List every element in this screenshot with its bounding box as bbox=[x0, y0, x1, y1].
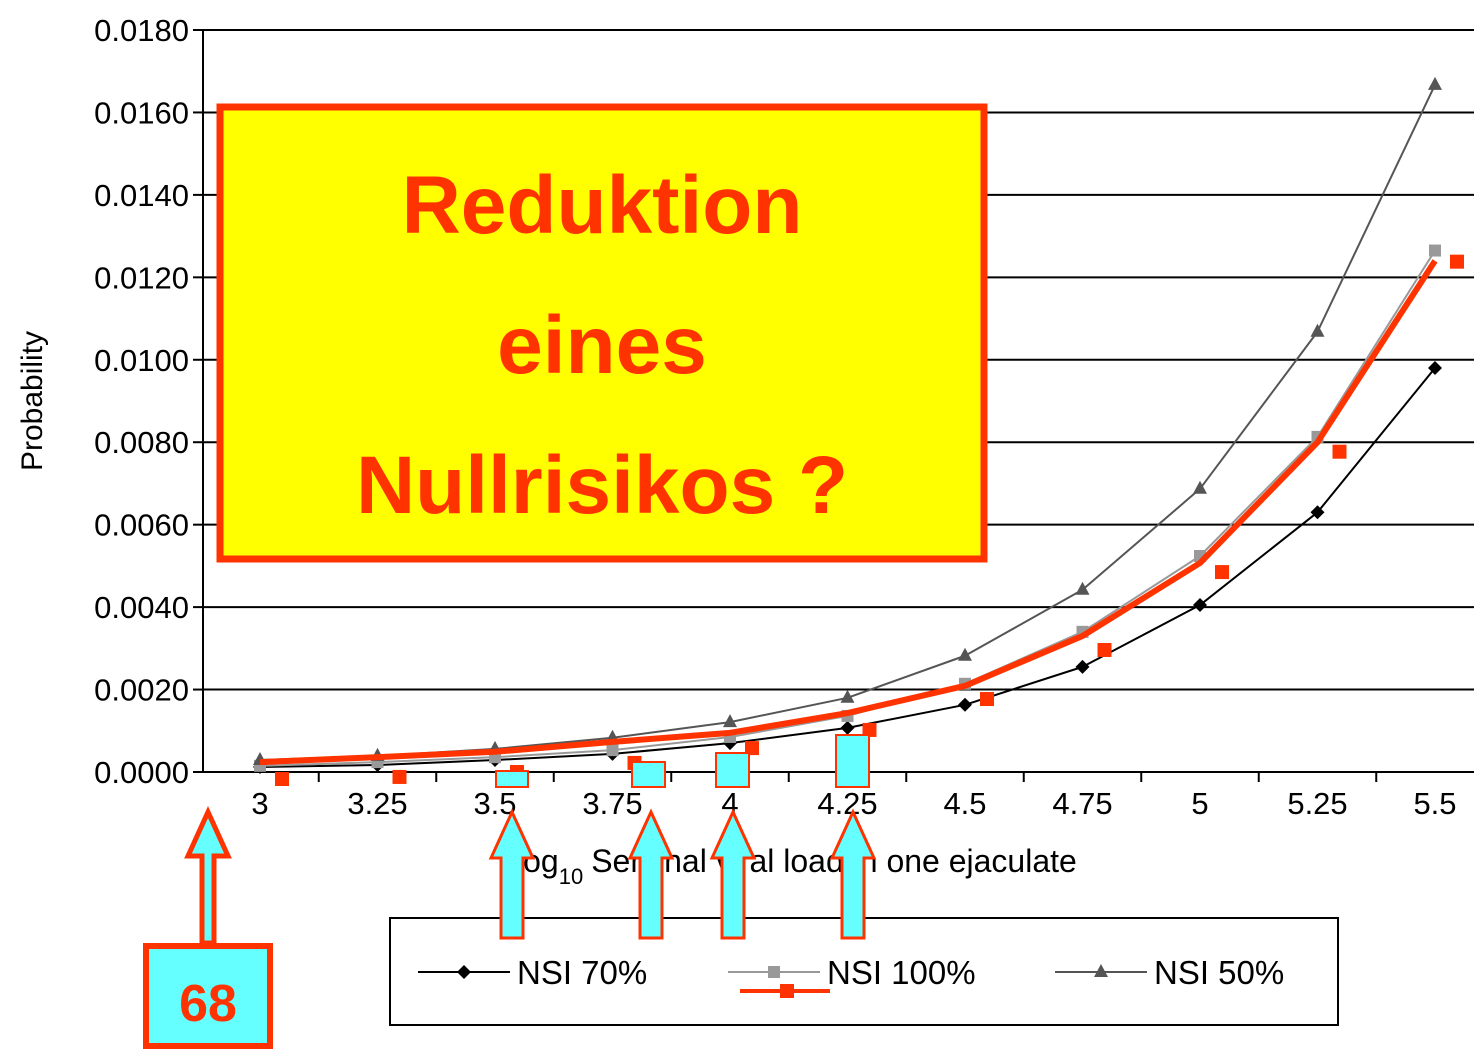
point bbox=[1193, 480, 1207, 494]
point bbox=[745, 741, 759, 756]
point bbox=[840, 720, 855, 735]
point bbox=[606, 744, 619, 757]
legend-marker bbox=[768, 966, 780, 978]
legend-marker bbox=[1094, 964, 1108, 977]
point bbox=[1215, 565, 1229, 580]
y-tick-label: 0.0140 bbox=[94, 178, 189, 213]
y-tick-label: 0.0040 bbox=[94, 590, 189, 625]
point bbox=[1428, 76, 1442, 90]
highlight-box bbox=[715, 752, 750, 788]
y-tick-label: 0.0180 bbox=[94, 13, 189, 48]
y-axis-label: Probability bbox=[16, 331, 49, 471]
point bbox=[980, 692, 994, 707]
point bbox=[275, 772, 289, 787]
point bbox=[723, 714, 737, 728]
x-tick-label: 5.5 bbox=[1413, 786, 1456, 821]
page-box bbox=[143, 943, 273, 1049]
legend-entry: NSI 100% bbox=[728, 954, 976, 991]
point bbox=[862, 722, 877, 737]
arrow bbox=[627, 808, 675, 940]
point bbox=[1332, 444, 1347, 459]
highlight-box bbox=[631, 761, 666, 788]
arrow bbox=[709, 808, 757, 940]
legend-red-sample bbox=[740, 984, 830, 998]
legend-marker bbox=[780, 984, 794, 998]
point bbox=[958, 647, 972, 661]
arrow bbox=[829, 808, 877, 940]
point bbox=[1097, 642, 1112, 657]
headline-background bbox=[216, 103, 988, 563]
highlight-boxes bbox=[495, 734, 870, 788]
x-tick-label: 3 bbox=[251, 786, 268, 821]
point bbox=[1428, 361, 1442, 376]
legend-entry: NSI 50% bbox=[1055, 954, 1284, 991]
headline-line: Reduktion bbox=[402, 160, 803, 251]
point bbox=[1075, 581, 1090, 595]
x-tick-label: 4.5 bbox=[943, 786, 986, 821]
headline-line: Nullrisikos ? bbox=[356, 440, 848, 531]
y-tick-label: 0.0080 bbox=[94, 425, 189, 460]
legend-marker bbox=[457, 965, 471, 979]
highlight-box bbox=[835, 734, 870, 788]
y-tick-label: 0.0160 bbox=[94, 95, 189, 130]
point bbox=[958, 697, 972, 712]
y-tick-label: 0.0020 bbox=[94, 673, 189, 708]
page-number: 68 bbox=[179, 975, 237, 1033]
x-tick-label: 3.75 bbox=[582, 786, 642, 821]
headline-box: Reduktion eines Nullrisikos ? bbox=[216, 103, 988, 563]
point bbox=[1450, 254, 1464, 269]
y-tick-label: 0.0100 bbox=[94, 343, 189, 378]
arrow bbox=[488, 808, 536, 940]
x-tick-label: 5 bbox=[1191, 786, 1208, 821]
headline-line: eines bbox=[497, 300, 707, 391]
x-axis-label: log10 Seminal viral load in one ejaculate bbox=[516, 843, 1077, 889]
x-tick-label: 5.25 bbox=[1287, 786, 1347, 821]
x-tick-label: 4.25 bbox=[817, 786, 877, 821]
x-tick-label: 3.25 bbox=[347, 786, 407, 821]
point bbox=[1310, 323, 1325, 337]
arrow bbox=[184, 805, 232, 946]
highlight-box bbox=[495, 770, 529, 788]
point bbox=[1193, 598, 1207, 613]
legend-label: NSI 50% bbox=[1154, 954, 1284, 991]
point bbox=[1429, 244, 1441, 257]
legend-entry: NSI 70% bbox=[418, 954, 647, 991]
series-line bbox=[259, 259, 1438, 766]
x-tick-label: 4.75 bbox=[1052, 786, 1112, 821]
x-label-text: Seminal viral load in one ejaculate bbox=[591, 843, 1077, 879]
y-tick-label: 0.0000 bbox=[94, 755, 189, 790]
legend: NSI 70% NSI 100% NSI 50% bbox=[418, 954, 1284, 991]
y-tick-label: 0.0060 bbox=[94, 508, 189, 543]
y-tick-label: 0.0120 bbox=[94, 260, 189, 295]
series bbox=[259, 259, 1438, 766]
point bbox=[1310, 505, 1325, 520]
point bbox=[392, 769, 407, 784]
legend-label: NSI 100% bbox=[827, 954, 976, 991]
series bbox=[275, 254, 1464, 787]
point bbox=[1075, 659, 1090, 674]
x-label-subscript: 10 bbox=[559, 864, 583, 889]
legend-label: NSI 70% bbox=[517, 954, 647, 991]
point bbox=[840, 689, 855, 703]
